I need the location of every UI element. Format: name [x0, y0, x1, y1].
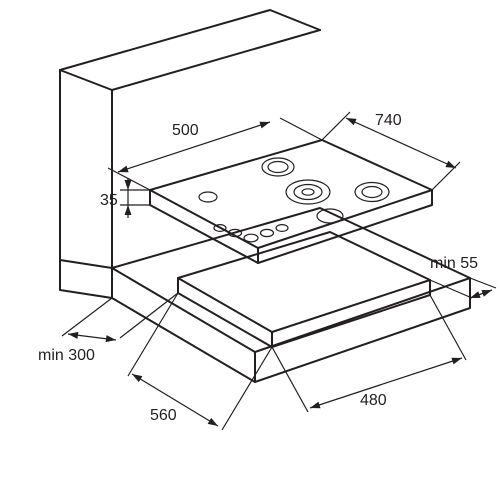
dim-cooktop-width: 740 — [322, 112, 460, 190]
dim-cooktop-height-label: 35 — [100, 192, 118, 209]
dim-cutout-depth-label: 480 — [360, 392, 387, 409]
wall-corner — [60, 10, 320, 268]
dim-min-side-gap-label: min 55 — [430, 255, 478, 272]
dim-cooktop-width-label: 740 — [375, 112, 402, 129]
dim-cooktop-height: 35 — [100, 178, 150, 218]
installation-diagram: 500 740 35 min 300 560 — [0, 0, 500, 500]
dim-min-side-gap: min 55 — [430, 255, 496, 301]
dim-cutout-width: 560 — [128, 293, 272, 430]
countertop — [60, 208, 470, 382]
dim-cooktop-depth-label: 500 — [172, 122, 199, 139]
dim-cooktop-depth: 500 — [108, 118, 322, 190]
dim-min-rear-gap-label: min 300 — [38, 347, 95, 364]
dim-cutout-width-label: 560 — [150, 407, 177, 424]
